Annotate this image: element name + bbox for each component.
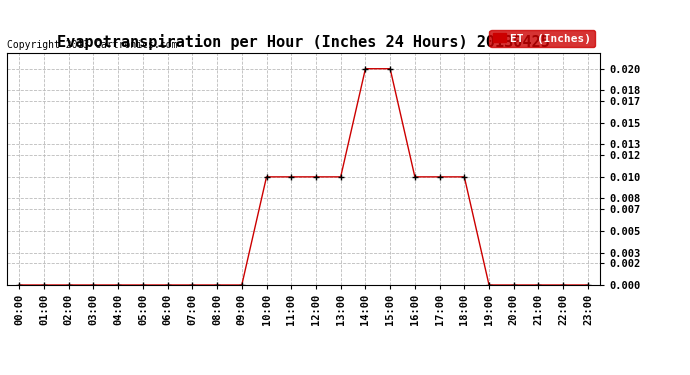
Title: Evapotranspiration per Hour (Inches 24 Hours) 20130425: Evapotranspiration per Hour (Inches 24 H… <box>57 34 550 50</box>
Text: Copyright 2013 Cartronics.com: Copyright 2013 Cartronics.com <box>7 40 177 50</box>
Legend: ET  (Inches): ET (Inches) <box>489 30 595 47</box>
